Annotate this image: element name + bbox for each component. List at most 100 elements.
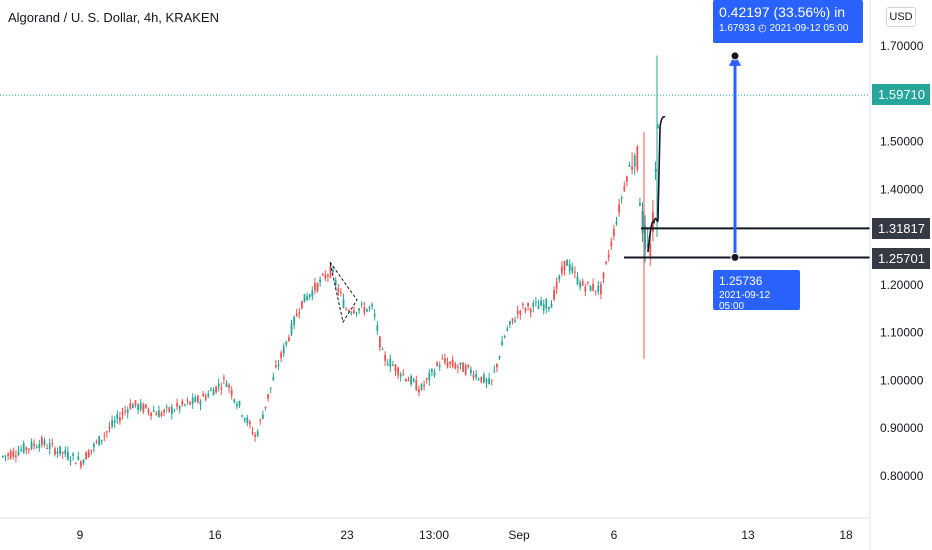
candle-body — [178, 405, 181, 410]
candle-body — [470, 369, 472, 374]
candle-body — [561, 266, 563, 274]
candle-body — [90, 449, 93, 451]
candle-body — [147, 409, 150, 413]
candle-body — [545, 299, 548, 309]
candle-body — [186, 400, 189, 402]
y-tick-label: 1.10000 — [880, 326, 924, 340]
candle-body — [527, 303, 529, 307]
candle-body — [20, 449, 22, 451]
candle-body — [142, 404, 145, 412]
candle-body — [119, 417, 121, 422]
candle-body — [506, 328, 509, 331]
candle-body — [35, 447, 38, 449]
candle-body — [436, 362, 438, 366]
candle-body — [64, 449, 67, 455]
candle-body — [566, 259, 568, 266]
candle-body — [139, 402, 142, 410]
measure-target: 1.67933 ◴ 2021-09-12 05:00 — [719, 23, 857, 34]
candle-body — [488, 378, 490, 384]
candle-body — [548, 307, 550, 310]
candle-body — [293, 316, 295, 326]
candle-body — [48, 443, 51, 450]
candle-body — [594, 290, 597, 292]
measure-start-price: 1.25736 — [719, 274, 763, 288]
candle-body — [72, 453, 74, 456]
y-tick-label: 1.70000 — [880, 39, 924, 53]
candle-body — [649, 243, 652, 259]
currency-button[interactable]: USD — [886, 7, 916, 27]
candle-body — [509, 321, 511, 325]
candle-body — [444, 358, 446, 363]
candle-body — [80, 461, 82, 467]
candle-body — [184, 404, 186, 406]
candle-body — [280, 352, 282, 358]
candle-body — [314, 283, 316, 291]
candle-body — [628, 165, 631, 167]
candle-body — [431, 369, 433, 373]
candle-body — [501, 341, 503, 346]
candle-body — [295, 313, 298, 317]
candle-body — [290, 323, 293, 335]
candle-body — [43, 440, 46, 445]
candle-body — [498, 356, 501, 359]
candle-body — [540, 300, 542, 306]
candle-body — [111, 420, 113, 427]
candle-body — [4, 455, 7, 457]
candle-body — [347, 310, 350, 312]
candle-body — [207, 393, 210, 397]
candle-body — [389, 358, 392, 368]
candle-body — [641, 210, 644, 234]
x-tick-label: Sep — [508, 528, 530, 542]
candle-body — [613, 228, 615, 237]
candle-body — [108, 426, 111, 429]
candle-body — [371, 304, 373, 307]
candle-body — [589, 285, 592, 291]
candle-body — [181, 400, 184, 405]
candle-body — [327, 275, 329, 277]
candle-body — [308, 294, 311, 297]
candle-body — [74, 462, 77, 465]
candle-body — [256, 431, 259, 437]
candle-body — [615, 221, 618, 225]
measure-change: 0.42197 (33.56%) in — [719, 4, 846, 20]
measure-start-point[interactable] — [730, 252, 740, 262]
candles — [2, 55, 659, 470]
candle-body — [475, 373, 477, 378]
projection-path[interactable] — [647, 115, 666, 253]
triangle-pattern[interactable] — [329, 261, 358, 324]
candle-body — [415, 380, 418, 391]
measure-top-box[interactable]: 0.42197 (33.56%) in 1.67933 ◴ 2021-09-12… — [713, 0, 863, 43]
candle-body — [402, 373, 405, 375]
candle-body — [12, 450, 15, 457]
candle-body — [550, 303, 553, 308]
candle-body — [420, 384, 423, 390]
level-label-lower: 1.25701 — [872, 248, 930, 269]
candle-body — [241, 415, 243, 417]
candle-body — [358, 308, 360, 311]
measure-bottom-box[interactable]: 1.25736 2021-09-12 05:00 — [713, 270, 800, 312]
candle-body — [316, 283, 319, 291]
candle-body — [579, 282, 581, 288]
measure-end-point[interactable] — [730, 51, 740, 61]
candle-body — [217, 383, 220, 387]
candle-body — [576, 276, 579, 285]
candle-body — [399, 374, 402, 377]
candle-body — [410, 376, 412, 385]
candle-body — [522, 304, 524, 306]
candle-body — [145, 404, 147, 409]
candle-body — [116, 414, 119, 420]
candle-body — [493, 370, 496, 372]
candle-body — [7, 453, 9, 456]
candle-body — [553, 290, 555, 300]
candle-body — [366, 308, 368, 312]
candle-body — [95, 441, 98, 443]
candle-body — [262, 414, 264, 419]
candle-body — [600, 284, 602, 295]
candle-body — [639, 203, 641, 206]
candle-body — [485, 379, 488, 383]
candle-body — [28, 448, 30, 450]
candle-body — [459, 362, 462, 365]
candle-body — [199, 401, 202, 405]
candle-body — [592, 283, 594, 291]
